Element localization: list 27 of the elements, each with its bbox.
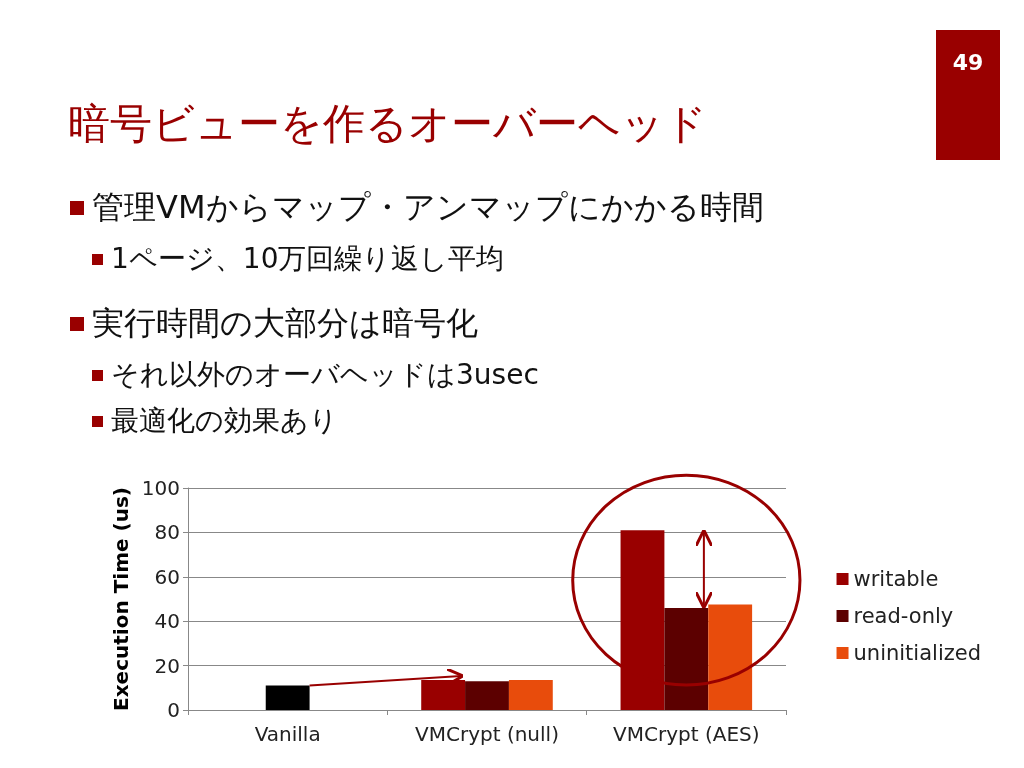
chart-title: 暗号ビューを作るオーバーヘッド (68, 98, 707, 150)
y-tick-label: 40 (154, 609, 180, 634)
text: 1ページ、10万回繰り返し平均 (111, 241, 505, 277)
y-axis-title: Execution Time (us) (108, 487, 133, 711)
text: 実行時間の大部分は暗号化 (92, 303, 478, 344)
y-tick-label: 0 (167, 698, 180, 722)
x-tick-label: Vanilla (254, 722, 321, 746)
bar (620, 530, 665, 710)
y-tick-label: 60 (154, 564, 180, 589)
text: 49 (936, 30, 1000, 160)
y-tick-label: 20 (154, 653, 180, 678)
legend-label: uninitialized (853, 641, 982, 665)
bar (664, 607, 709, 710)
bar (708, 604, 753, 710)
bar (265, 685, 310, 710)
y-tick-label: 80 (154, 520, 180, 545)
legend-label: read-only (853, 604, 954, 628)
bar (465, 681, 509, 710)
text: 管理VMからマップ・アンマップにかかる時間 (92, 187, 764, 228)
x-tick-label: VMCrypt (null) (415, 722, 559, 746)
text: 最適化の効果あり (111, 403, 338, 439)
bar (421, 680, 466, 710)
y-tick-label: 100 (141, 476, 180, 500)
x-tick-label: VMCrypt (AES) (613, 722, 760, 746)
legend-label: writable (853, 567, 939, 591)
text: それ以外のオーバヘッドは3usec (111, 357, 539, 393)
bar (508, 680, 553, 710)
